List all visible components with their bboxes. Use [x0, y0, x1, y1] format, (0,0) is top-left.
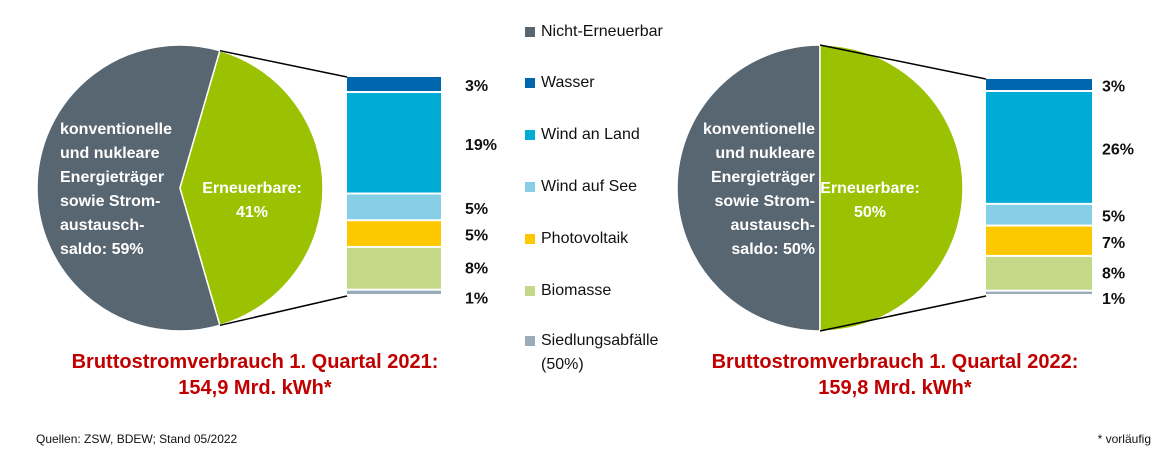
chart-title-2022: Bruttostromverbrauch 1. Quartal 2022: 15… — [670, 349, 1120, 401]
title-line: 154,9 Mrd. kWh* — [178, 377, 332, 399]
pie-label-nicht-erneuerbar: Energieträger — [60, 169, 164, 186]
pie-label-erneuerbare: Erneuerbare: — [202, 180, 302, 197]
pie-label-nicht-erneuerbar: austausch- — [60, 217, 144, 234]
legend-swatch — [525, 286, 535, 296]
legend-label: Wind auf See — [541, 178, 638, 195]
pie-label-nicht-erneuerbar: und nukleare — [715, 145, 815, 162]
bar-segment-label: 8% — [465, 260, 488, 277]
pie-label-erneuerbare: Erneuerbare: — [820, 180, 920, 197]
bar-segment-label: 3% — [465, 78, 488, 95]
pie-label-erneuerbare: 41% — [236, 204, 268, 221]
pie-slice-erneuerbare — [179, 49, 324, 327]
legend-label: Nicht-Erneuerbar — [541, 23, 663, 40]
bar-segment-label: 3% — [1102, 79, 1125, 96]
bar-segment-wind — [347, 93, 441, 193]
source-note: Quellen: ZSW, BDEW; Stand 05/2022 — [36, 432, 238, 446]
bar-segment-label: 5% — [1102, 209, 1125, 226]
bar-segment-biomasse — [347, 247, 441, 289]
title-line: Bruttostromverbrauch 1. Quartal 2022: — [711, 351, 1079, 373]
legend-swatch — [525, 27, 535, 37]
bar-segment-biomasse — [986, 256, 1092, 290]
bar-segment-photovoltaik — [347, 221, 441, 246]
bar-segment-label: 8% — [1102, 265, 1125, 282]
legend-label: Biomasse — [541, 282, 612, 299]
connector-line-bottom — [219, 295, 348, 327]
pie-slice-nicht-erneuerbar — [36, 44, 221, 332]
bar-segment-wind — [986, 204, 1092, 225]
bar-segment-wasser — [986, 79, 1092, 91]
legend-label: Siedlungsabfälle — [541, 332, 659, 349]
legend-label-suffix: (50%) — [541, 356, 584, 373]
pie-label-nicht-erneuerbar: und nukleare — [60, 145, 160, 162]
bar-segment-photovoltaik — [986, 226, 1092, 255]
chart-title-2021: Bruttostromverbrauch 1. Quartal 2021: 15… — [30, 349, 480, 401]
legend-label: Wasser — [541, 74, 595, 91]
preliminary-note: * vorläufig — [1097, 432, 1151, 446]
legend-item-nicht-erneuerbar: Nicht-Erneuerbar — [525, 22, 663, 42]
pie-label-erneuerbare: 50% — [854, 204, 886, 221]
title-line: 159,8 Mrd. kWh* — [818, 377, 972, 399]
pie-label-nicht-erneuerbar: saldo: 50% — [731, 241, 815, 258]
bar-segment-label: 19% — [465, 137, 497, 154]
bar-segment-siedlungsabfälle — [347, 290, 441, 294]
legend-item-wind-an-land: Wind an Land — [525, 125, 640, 145]
pie-label-nicht-erneuerbar: konventionelle — [60, 121, 172, 138]
bar-segment-wasser — [347, 77, 441, 92]
legend-swatch — [525, 182, 535, 192]
bar-segment-label: 5% — [465, 228, 488, 245]
connector-line-bottom — [819, 295, 987, 332]
bar-segment-label: 5% — [465, 201, 488, 218]
bar-segment-label: 1% — [1102, 291, 1125, 308]
pie-slice-nicht-erneuerbar — [676, 44, 821, 332]
bar-segment-wind — [347, 194, 441, 220]
connector-line-top — [819, 44, 987, 80]
pie-label-nicht-erneuerbar: konventionelle — [703, 121, 815, 138]
legend-swatch — [525, 130, 535, 140]
bar-segment-label: 26% — [1102, 141, 1134, 158]
legend-item-biomasse: Biomasse — [525, 281, 611, 301]
legend-swatch — [525, 336, 535, 346]
bar-segment-label: 1% — [465, 290, 488, 307]
legend-swatch — [525, 78, 535, 88]
legend-label: Photovoltaik — [541, 230, 629, 247]
legend-item-wasser: Wasser — [525, 73, 595, 93]
pie-label-nicht-erneuerbar: austausch- — [731, 217, 815, 234]
bar-segment-label: 7% — [1102, 235, 1125, 252]
bar-segment-wind — [986, 92, 1092, 203]
bar-segment-siedlungsabfälle — [986, 291, 1092, 294]
legend-item-siedlungsabfaelle: Siedlungsabfälle (50%) — [525, 331, 658, 377]
pie-label-nicht-erneuerbar: sowie Strom- — [60, 193, 160, 210]
legend-label: Wind an Land — [541, 126, 640, 143]
legend-item-wind-auf-see: Wind auf See — [525, 177, 637, 197]
title-line: Bruttostromverbrauch 1. Quartal 2021: — [71, 351, 439, 373]
legend-swatch — [525, 234, 535, 244]
pie-label-nicht-erneuerbar: sowie Strom- — [715, 193, 815, 210]
legend-item-photovoltaik: Photovoltaik — [525, 229, 628, 249]
pie-label-nicht-erneuerbar: Energieträger — [711, 169, 815, 186]
connector-line-top — [219, 49, 348, 78]
pie-label-nicht-erneuerbar: saldo: 59% — [60, 241, 144, 258]
